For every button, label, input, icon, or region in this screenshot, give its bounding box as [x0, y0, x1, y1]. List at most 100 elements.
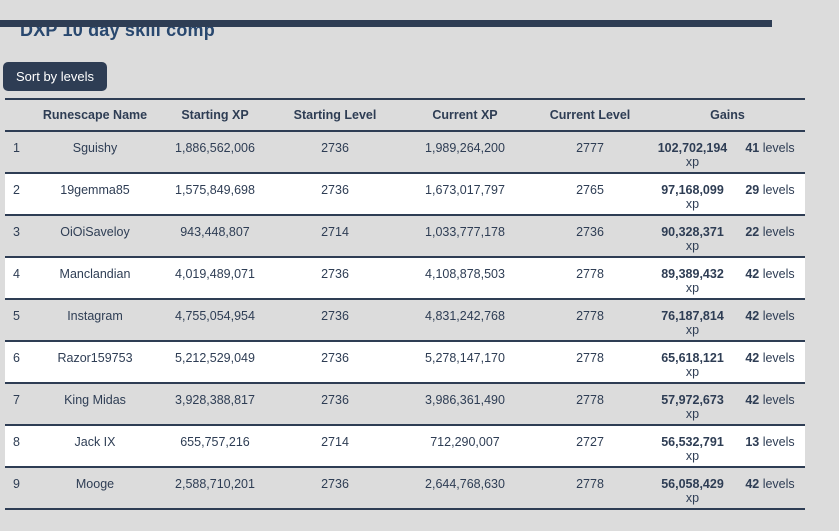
cell-rank: 3	[5, 215, 30, 258]
xp-unit-label: xp	[685, 197, 700, 211]
xp-unit-label: xp	[685, 365, 700, 379]
column-header-current-level: Current Level	[530, 98, 650, 132]
cell-gain-xp: 57,972,673 xp	[650, 383, 735, 426]
cell-name: Sguishy	[30, 131, 160, 174]
table-row: 5 Instagram 4,755,054,954 2736 4,831,242,768…	[5, 299, 805, 342]
xp-unit-label: xp	[685, 491, 700, 505]
cell-current-xp: 4,831,242,768	[400, 299, 530, 342]
cell-starting-xp: 4,019,489,071	[160, 257, 270, 300]
gain-levels-value: 29	[745, 183, 760, 197]
table-header-row: Runescape Name Starting XP Starting Leve…	[5, 98, 805, 132]
cell-starting-xp: 943,448,807	[160, 215, 270, 258]
cell-name: Manclandian	[30, 257, 160, 300]
cell-current-xp: 1,033,777,178	[400, 215, 530, 258]
cell-rank: 6	[5, 341, 30, 384]
cell-name: 19gemma85	[30, 173, 160, 216]
xp-unit-label: xp	[685, 281, 700, 295]
cell-current-xp: 1,673,017,797	[400, 173, 530, 216]
sort-by-levels-button[interactable]: Sort by levels	[3, 62, 108, 91]
cell-current-level: 2778	[530, 257, 650, 300]
xp-unit-label: xp	[685, 407, 700, 421]
cell-starting-level: 2736	[270, 383, 400, 426]
gain-levels-value: 42	[745, 351, 760, 365]
cell-current-xp: 3,986,361,490	[400, 383, 530, 426]
cell-gain-xp: 56,058,429 xp	[650, 467, 735, 510]
cell-starting-xp: 5,212,529,049	[160, 341, 270, 384]
cell-starting-xp: 1,886,562,006	[160, 131, 270, 174]
cell-current-level: 2777	[530, 131, 650, 174]
cell-gain-levels: 42 levels	[735, 383, 805, 426]
gain-xp-value: 76,187,814	[661, 309, 724, 323]
xp-unit-label: xp	[685, 155, 700, 169]
cell-starting-level: 2736	[270, 131, 400, 174]
cell-starting-level: 2736	[270, 341, 400, 384]
table-row: 3 OiOiSaveloy 943,448,807 2714 1,033,777,178…	[5, 215, 805, 258]
cell-starting-xp: 3,928,388,817	[160, 383, 270, 426]
cell-name: King Midas	[30, 383, 160, 426]
cell-gain-xp: 76,187,814 xp	[650, 299, 735, 342]
cell-current-level: 2727	[530, 425, 650, 468]
table-row: 4 Manclandian 4,019,489,071 2736 4,108,878,5…	[5, 257, 805, 300]
cell-starting-level: 2714	[270, 425, 400, 468]
cell-starting-level: 2714	[270, 215, 400, 258]
cell-starting-level: 2736	[270, 257, 400, 300]
rank-column-header	[5, 98, 30, 132]
gain-levels-value: 42	[745, 477, 760, 491]
gain-xp-value: 89,389,432	[661, 267, 724, 281]
table-body: 1 Sguishy 1,886,562,006 2736 1,989,264,200 27…	[5, 131, 805, 510]
cell-gain-levels: 42 levels	[735, 299, 805, 342]
skill-comp-table: Runescape Name Starting XP Starting Leve…	[5, 98, 805, 510]
gain-xp-value: 57,972,673	[661, 393, 724, 407]
cell-starting-xp: 1,575,849,698	[160, 173, 270, 216]
cell-gain-xp: 56,532,791 xp	[650, 425, 735, 468]
gain-xp-value: 65,618,121	[661, 351, 724, 365]
cell-starting-level: 2736	[270, 299, 400, 342]
cell-starting-xp: 4,755,054,954	[160, 299, 270, 342]
gain-xp-value: 56,058,429	[661, 477, 724, 491]
cell-rank: 8	[5, 425, 30, 468]
xp-unit-label: xp	[685, 449, 700, 463]
column-header-starting-xp: Starting XP	[160, 98, 270, 132]
cell-rank: 2	[5, 173, 30, 216]
cell-current-level: 2778	[530, 299, 650, 342]
cell-current-level: 2736	[530, 215, 650, 258]
cell-name: Mooge	[30, 467, 160, 510]
cell-gain-levels: 42 levels	[735, 257, 805, 300]
column-header-current-xp: Current XP	[400, 98, 530, 132]
cell-current-xp: 1,989,264,200	[400, 131, 530, 174]
cell-starting-level: 2736	[270, 173, 400, 216]
gain-xp-value: 102,702,194	[657, 141, 728, 155]
cell-current-level: 2778	[530, 467, 650, 510]
table-row: 9 Mooge 2,588,710,201 2736 2,644,768,630 2778…	[5, 467, 805, 510]
gain-xp-value: 97,168,099	[661, 183, 724, 197]
table-row: 2 19gemma85 1,575,849,698 2736 1,673,017,797…	[5, 173, 805, 216]
xp-unit-label: xp	[685, 323, 700, 337]
cell-rank: 5	[5, 299, 30, 342]
cell-current-level: 2765	[530, 173, 650, 216]
toolbar: Sort by levels	[3, 62, 839, 91]
cell-gain-xp: 102,702,194 xp	[650, 131, 735, 174]
cell-rank: 9	[5, 467, 30, 510]
gain-xp-value: 90,328,371	[661, 225, 724, 239]
cell-gain-xp: 90,328,371 xp	[650, 215, 735, 258]
cell-starting-level: 2736	[270, 467, 400, 510]
table-row: 7 King Midas 3,928,388,817 2736 3,986,361,49…	[5, 383, 805, 426]
cell-starting-xp: 2,588,710,201	[160, 467, 270, 510]
cell-current-level: 2778	[530, 341, 650, 384]
cell-current-xp: 4,108,878,503	[400, 257, 530, 300]
gain-levels-value: 41	[745, 141, 760, 155]
cell-current-xp: 2,644,768,630	[400, 467, 530, 510]
cell-rank: 4	[5, 257, 30, 300]
column-header-gains: Gains	[650, 98, 805, 132]
column-header-starting-level: Starting Level	[270, 98, 400, 132]
cell-gain-levels: 13 levels	[735, 425, 805, 468]
gain-levels-value: 13	[745, 435, 760, 449]
cell-gain-levels: 42 levels	[735, 467, 805, 510]
cell-current-level: 2778	[530, 383, 650, 426]
cell-name: Razor159753	[30, 341, 160, 384]
cell-gain-xp: 89,389,432 xp	[650, 257, 735, 300]
cell-name: OiOiSaveloy	[30, 215, 160, 258]
cell-gain-levels: 29 levels	[735, 173, 805, 216]
cell-name: Instagram	[30, 299, 160, 342]
gain-levels-value: 42	[745, 393, 760, 407]
